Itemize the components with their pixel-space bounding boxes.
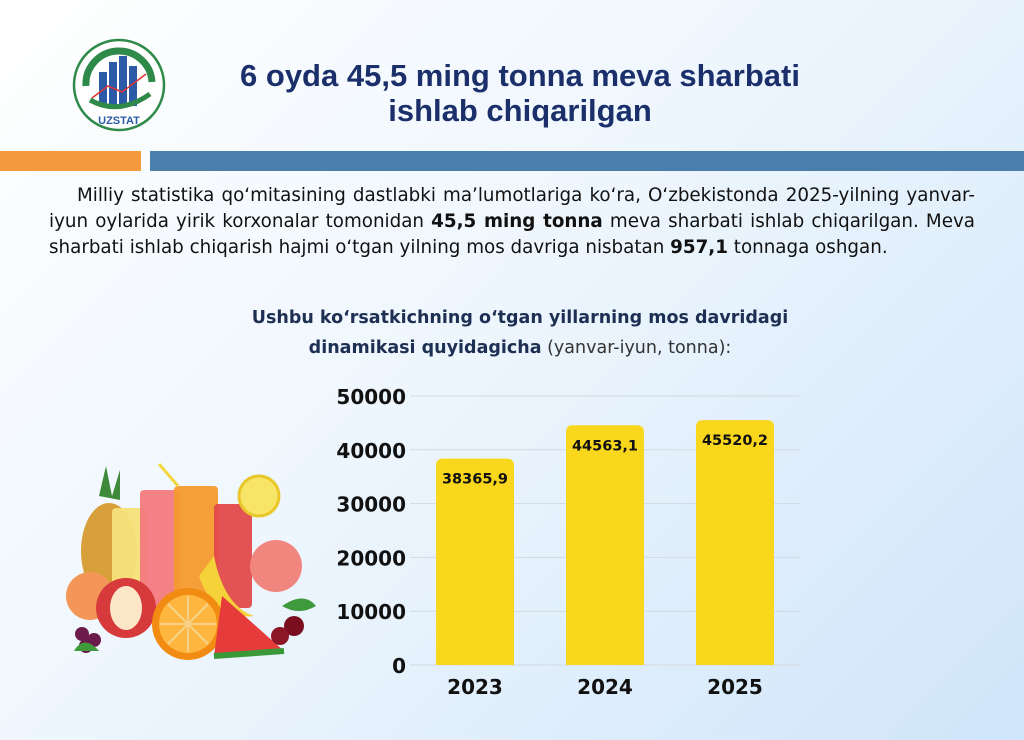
y-tick-label: 50000 <box>336 385 406 409</box>
x-tick-label: 2024 <box>577 675 633 699</box>
page-title: 6 oyda 45,5 ming tonna meva sharbati ish… <box>150 58 890 128</box>
y-tick-label: 20000 <box>336 546 406 570</box>
blue-divider <box>150 151 1024 171</box>
y-tick-label: 10000 <box>336 600 406 624</box>
title-line-2: ishlab chiqarilgan <box>388 93 652 128</box>
x-tick-label: 2025 <box>707 675 763 699</box>
chart-subtitle: Ushbu ko‘rsatkichning o‘tgan yillarning … <box>200 303 840 363</box>
y-tick-label: 30000 <box>336 493 406 517</box>
fruit-juice-glasses-icon <box>54 456 324 666</box>
intro-text-3: tonnaga oshgan. <box>727 237 888 258</box>
data-label: 38365,9 <box>442 472 508 488</box>
subtitle-line-2-bold: dinamikasi quyidagicha <box>308 338 542 358</box>
bar <box>436 458 514 665</box>
logo-text: UZSTAT <box>98 115 140 127</box>
orange-divider <box>0 151 141 171</box>
x-tick-label: 2023 <box>447 675 503 699</box>
data-label: 45520,2 <box>702 433 768 449</box>
subtitle-line-2-rest: (yanvar-iyun, tonna): <box>541 338 732 358</box>
title-line-1: 6 oyda 45,5 ming tonna meva sharbati <box>240 58 800 93</box>
intro-bold-2: 957,1 <box>670 237 728 258</box>
intro-text-2: meva sharbati ishlab chiqarilgan. Meva s… <box>49 211 975 258</box>
uzstat-logo: UZSTAT <box>72 38 166 132</box>
bar <box>696 420 774 665</box>
subtitle-line-1: Ushbu ko‘rsatkichning o‘tgan yillarning … <box>251 308 789 328</box>
data-label: 44563,1 <box>572 438 638 454</box>
bar <box>566 425 644 665</box>
intro-bold-1: 45,5 ming tonna <box>431 211 603 232</box>
bar-chart: 0 10000 20000 30000 40000 50000 38365,9 2023 445… <box>336 385 800 699</box>
intro-text-1: Milliy statistika qo‘mitasining dastlabk… <box>49 185 975 232</box>
y-tick-label: 40000 <box>336 439 406 463</box>
y-tick-label: 0 <box>392 654 406 678</box>
intro-paragraph: Milliy statistika qo‘mitasining dastlabk… <box>49 183 975 261</box>
